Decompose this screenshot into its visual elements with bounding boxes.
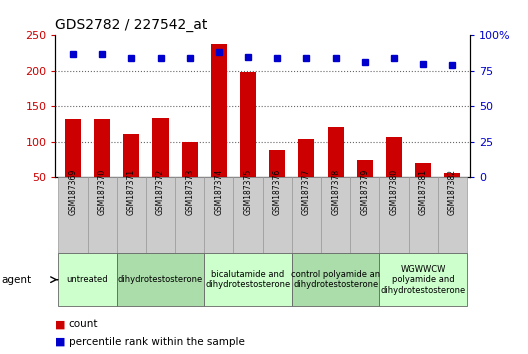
Text: GSM187372: GSM187372 [156,169,165,215]
Bar [269,150,285,212]
Bar [153,118,168,212]
Text: GSM187378: GSM187378 [331,169,340,215]
Text: GSM187375: GSM187375 [243,169,252,215]
Text: GSM187377: GSM187377 [302,169,311,215]
Bar [409,177,438,253]
Text: percentile rank within the sample: percentile rank within the sample [69,337,244,347]
Bar [204,253,292,306]
Bar [117,177,146,253]
Bar [117,253,204,306]
Bar [124,134,139,212]
Bar [380,177,409,253]
Bar [240,72,256,212]
Bar [350,177,380,253]
Bar [386,137,402,212]
Text: GDS2782 / 227542_at: GDS2782 / 227542_at [55,18,208,32]
Text: GSM187381: GSM187381 [419,169,428,215]
Text: GSM187370: GSM187370 [98,169,107,215]
Bar [175,177,204,253]
Bar [88,177,117,253]
Text: GSM187374: GSM187374 [214,169,223,215]
Text: GSM187371: GSM187371 [127,169,136,215]
Bar [445,173,460,212]
Bar [415,163,431,212]
Text: GSM187379: GSM187379 [360,169,370,215]
Bar [94,119,110,212]
Bar [211,44,227,212]
Text: GSM187380: GSM187380 [390,169,399,215]
Text: count: count [69,319,98,329]
Bar [59,253,117,306]
Text: GSM187369: GSM187369 [69,169,78,215]
Bar [65,119,81,212]
Bar [328,127,344,212]
Bar [233,177,263,253]
Bar [146,177,175,253]
Bar [182,142,197,212]
Text: agent: agent [1,275,31,285]
Text: GSM187376: GSM187376 [273,169,282,215]
Bar [438,177,467,253]
Bar [204,177,233,253]
Bar [292,177,321,253]
Text: untreated: untreated [67,275,108,284]
Text: ■: ■ [55,319,66,329]
Bar [292,253,380,306]
Bar [298,139,315,212]
Bar [263,177,292,253]
Text: control polyamide an
dihydrotestosterone: control polyamide an dihydrotestosterone [291,270,380,289]
Bar [380,253,467,306]
Bar [357,160,373,212]
Bar [321,177,350,253]
Text: GSM187382: GSM187382 [448,169,457,215]
Text: ■: ■ [55,337,66,347]
Bar [59,177,88,253]
Text: bicalutamide and
dihydrotestosterone: bicalutamide and dihydrotestosterone [205,270,291,289]
Text: WGWWCW
polyamide and
dihydrotestosterone: WGWWCW polyamide and dihydrotestosterone [381,265,466,295]
Text: GSM187373: GSM187373 [185,169,194,215]
Text: dihydrotestosterone: dihydrotestosterone [118,275,203,284]
